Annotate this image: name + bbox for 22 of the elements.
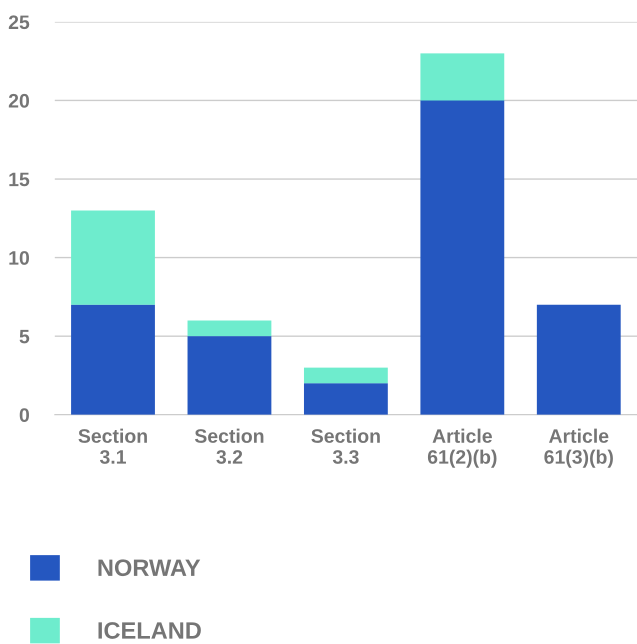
y-tick-label: 15 — [9, 172, 30, 186]
x-tick-label: Section 3.3 — [311, 428, 380, 464]
y-tick-label: 10 — [9, 251, 29, 265]
bar — [420, 100, 504, 415]
bar — [420, 53, 504, 100]
y-tick-label: 25 — [8, 15, 30, 30]
x-tick-label: Section 3.1 — [78, 428, 147, 464]
x-tick-label: Article 61(2)(b) — [428, 428, 496, 468]
legend-label: NORWAY — [98, 559, 200, 576]
bar — [304, 383, 388, 415]
y-tick-label: 0 — [20, 408, 29, 422]
bar — [304, 368, 388, 384]
bar — [536, 304, 621, 415]
bar — [188, 320, 272, 336]
bar — [188, 336, 272, 415]
x-tick-label: Article 61(3)(b) — [544, 428, 613, 468]
legend-label: ICELAND — [98, 622, 201, 639]
bar — [71, 304, 155, 415]
y-tick-label: 5 — [20, 330, 30, 344]
bar — [71, 210, 155, 305]
y-tick-label: 20 — [8, 94, 29, 108]
x-tick-label: Section 3.2 — [194, 428, 264, 464]
